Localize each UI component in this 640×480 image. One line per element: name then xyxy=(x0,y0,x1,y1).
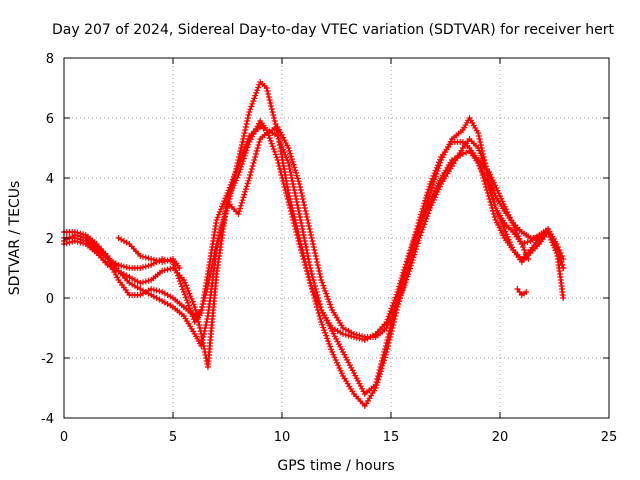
y-tick-label: 8 xyxy=(46,52,54,67)
series-line xyxy=(62,125,565,342)
series-track-3 xyxy=(61,124,567,343)
series-layer xyxy=(61,79,567,409)
x-tick-label: 20 xyxy=(492,430,509,445)
series-track-5 xyxy=(115,235,183,271)
series-track-6 xyxy=(475,157,532,262)
x-tick-label: 5 xyxy=(169,430,177,445)
tick-layer: 0 5 10 15 20 25 -4 -2 0 2 4 6 8 xyxy=(41,52,617,445)
series-markers xyxy=(61,124,567,349)
series-markers xyxy=(115,235,183,271)
y-tick-label: -2 xyxy=(41,352,54,367)
x-axis-label: GPS time / hours xyxy=(277,458,394,474)
y-tick-label: 2 xyxy=(46,232,54,247)
grid-layer xyxy=(64,58,609,418)
y-axis-label: SDTVAR / TECUs xyxy=(7,181,23,296)
x-tick-label: 0 xyxy=(60,430,68,445)
y-tick-label: 4 xyxy=(46,172,54,187)
series-track-7 xyxy=(514,286,530,298)
series-line xyxy=(62,125,565,348)
series-markers xyxy=(61,124,567,343)
series-markers xyxy=(475,157,532,262)
series-markers xyxy=(514,286,530,298)
x-tick-label: 15 xyxy=(383,430,400,445)
y-tick-label: 6 xyxy=(46,112,54,127)
x-tick-label: 10 xyxy=(274,430,291,445)
y-tick-label: 0 xyxy=(46,292,54,307)
series-line xyxy=(62,119,565,396)
x-tick-label: 25 xyxy=(601,430,618,445)
chart-title: Day 207 of 2024, Sidereal Day-to-day VTE… xyxy=(52,22,614,38)
y-tick-label: -4 xyxy=(41,412,54,427)
series-track-4 xyxy=(61,124,567,349)
series-markers xyxy=(61,118,567,397)
series-track-2 xyxy=(61,118,567,397)
